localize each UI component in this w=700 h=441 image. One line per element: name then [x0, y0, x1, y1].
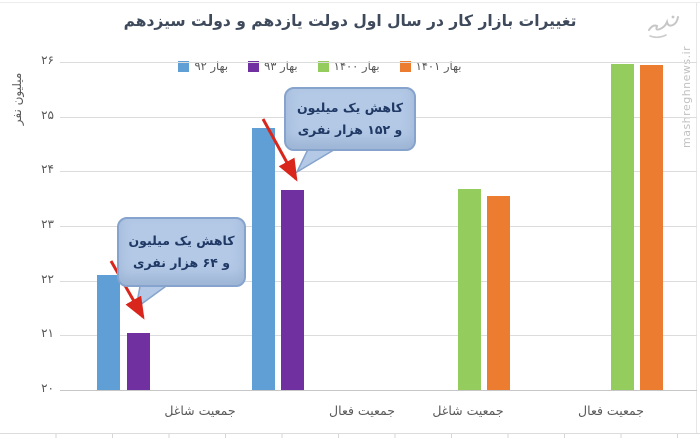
callout-decrease-employed: کاهش یک میلیون و ۶۴ هزار نفری [117, 217, 246, 287]
gridline-20 [60, 390, 697, 391]
bottom-axis-rule [0, 433, 700, 438]
legend-swatch-bahar-1400 [317, 60, 329, 72]
top-border-line [0, 2, 700, 3]
gridline-24 [60, 171, 697, 173]
bar-bahar-1401-cat3 [640, 64, 663, 390]
callout-line: و ۱۵۲ هزار نفری [297, 122, 403, 137]
legend-swatch-bahar-93 [248, 60, 260, 72]
legend-swatch-bahar-1401 [399, 60, 411, 72]
x-category-label-3: جمعیت فعال [578, 403, 644, 418]
y-tick-label-23: ۲۳ [41, 217, 54, 231]
y-tick-label-26: ۲۶ [41, 53, 54, 67]
y-tick-label-21: ۲۱ [41, 326, 54, 341]
bar-bahar-93-cat0 [127, 332, 150, 390]
callout-line: کاهش یک میلیون [296, 100, 404, 116]
y-tick-label-20: ۲۰ [41, 381, 54, 395]
callout-line: و ۶۴ هزار نفری [133, 255, 230, 270]
y-axis-title: میلیون نفر [10, 72, 24, 126]
y-tick-label-22: ۲۲ [41, 271, 54, 286]
x-category-label-2: جمعیت شاغل [432, 403, 504, 418]
bar-bahar-93-cat1 [281, 190, 304, 390]
watermark-site-text: mashreghnews.ir [680, 45, 693, 148]
x-category-label-1: جمعیت فعال [329, 403, 395, 418]
bar-bahar-1400-cat2 [458, 189, 481, 390]
bar-bahar-92-cat0 [97, 275, 120, 390]
bar-bahar-92-cat1 [252, 127, 275, 390]
right-border-line [696, 3, 697, 433]
chart-title: تغییرات بازار کار در سال اول دولت یازدهم… [123, 12, 577, 30]
y-tick-label-25: ۲۵ [41, 107, 54, 122]
gridline-21 [60, 335, 697, 337]
gridline-26 [60, 62, 697, 63]
callout-line: کاهش یک میلیون [128, 233, 235, 249]
legend-swatch-bahar-92 [178, 60, 190, 72]
bar-bahar-1400-cat3 [611, 63, 634, 390]
bar-bahar-1401-cat2 [487, 195, 510, 390]
callout-decrease-active: کاهش یک میلیون و ۱۵۲ هزار نفری [284, 87, 416, 151]
gridline-22 [60, 280, 697, 282]
y-tick-label-24: ۲۴ [41, 162, 54, 177]
gridline-23 [60, 226, 697, 227]
x-category-label-0: جمعیت شاغل [164, 403, 236, 418]
mashregh-logo [648, 15, 679, 39]
